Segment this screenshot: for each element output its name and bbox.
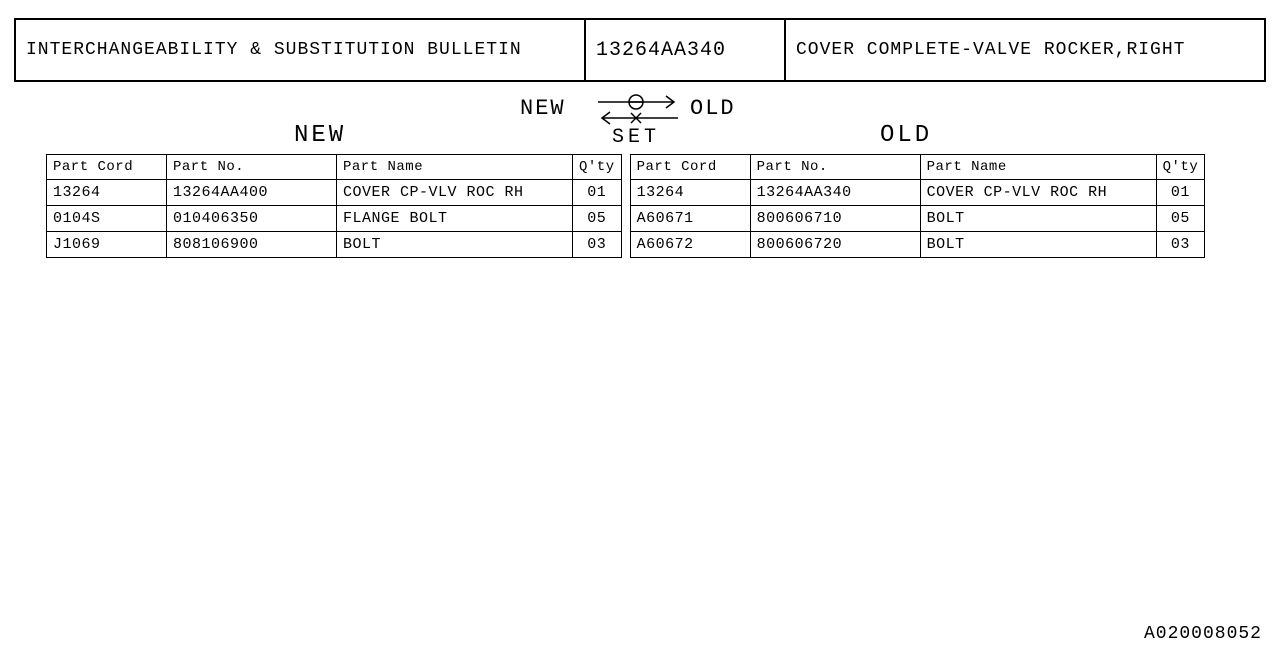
col-qty: Q'ty (1156, 155, 1205, 180)
cell-cord: A60672 (630, 232, 750, 258)
cell-qty: 03 (573, 232, 622, 258)
col-part-cord: Part Cord (47, 155, 167, 180)
cell-name: FLANGE BOLT (337, 206, 573, 232)
col-part-no: Part No. (167, 155, 337, 180)
new-old-indicator: NEW OLD SET NEW OLD (0, 90, 1280, 150)
col-qty: Q'ty (573, 155, 622, 180)
cell-cord: A60671 (630, 206, 750, 232)
cell-no: 800606710 (750, 206, 920, 232)
header-box: INTERCHANGEABILITY & SUBSTITUTION BULLET… (14, 18, 1266, 82)
cell-qty: 01 (1156, 180, 1205, 206)
new-parts-table: Part Cord Part No. Part Name Q'ty 132641… (46, 154, 622, 258)
table-row: A60672800606720BOLT03 (630, 232, 1205, 258)
table-row: 0104S010406350FLANGE BOLT05 (47, 206, 622, 232)
header-description: COVER COMPLETE-VALVE ROCKER,RIGHT (786, 20, 1264, 80)
tables-container: Part Cord Part No. Part Name Q'ty 132641… (46, 154, 1234, 258)
table-header-row: Part Cord Part No. Part Name Q'ty (47, 155, 622, 180)
old-parts-table: Part Cord Part No. Part Name Q'ty 132641… (630, 154, 1206, 258)
cell-qty: 05 (573, 206, 622, 232)
heading-old: OLD (880, 122, 932, 149)
cell-name: COVER CP-VLV ROC RH (920, 180, 1156, 206)
col-part-cord: Part Cord (630, 155, 750, 180)
cell-no: 13264AA400 (167, 180, 337, 206)
label-new: NEW (520, 96, 566, 121)
table-row: 1326413264AA400COVER CP-VLV ROC RH01 (47, 180, 622, 206)
cell-cord: 0104S (47, 206, 167, 232)
cell-no: 800606720 (750, 232, 920, 258)
cell-qty: 01 (573, 180, 622, 206)
cell-no: 808106900 (167, 232, 337, 258)
table-row: 1326413264AA340COVER CP-VLV ROC RH01 (630, 180, 1205, 206)
cell-no: 13264AA340 (750, 180, 920, 206)
cell-name: BOLT (337, 232, 573, 258)
cell-qty: 05 (1156, 206, 1205, 232)
col-part-no: Part No. (750, 155, 920, 180)
cell-no: 010406350 (167, 206, 337, 232)
cell-name: COVER CP-VLV ROC RH (337, 180, 573, 206)
cell-name: BOLT (920, 206, 1156, 232)
cell-cord: J1069 (47, 232, 167, 258)
cell-cord: 13264 (630, 180, 750, 206)
col-part-name: Part Name (920, 155, 1156, 180)
footer-code: A020008052 (1144, 624, 1262, 644)
header-title: INTERCHANGEABILITY & SUBSTITUTION BULLET… (16, 20, 586, 80)
table-header-row: Part Cord Part No. Part Name Q'ty (630, 155, 1205, 180)
cell-name: BOLT (920, 232, 1156, 258)
swap-arrows-icon (590, 92, 686, 128)
cell-cord: 13264 (47, 180, 167, 206)
col-part-name: Part Name (337, 155, 573, 180)
label-old: OLD (690, 96, 736, 121)
heading-new: NEW (294, 122, 346, 149)
table-row: J1069808106900BOLT03 (47, 232, 622, 258)
header-part-number: 13264AA340 (586, 20, 786, 80)
table-row: A60671800606710BOLT05 (630, 206, 1205, 232)
label-set: SET (612, 126, 660, 149)
cell-qty: 03 (1156, 232, 1205, 258)
